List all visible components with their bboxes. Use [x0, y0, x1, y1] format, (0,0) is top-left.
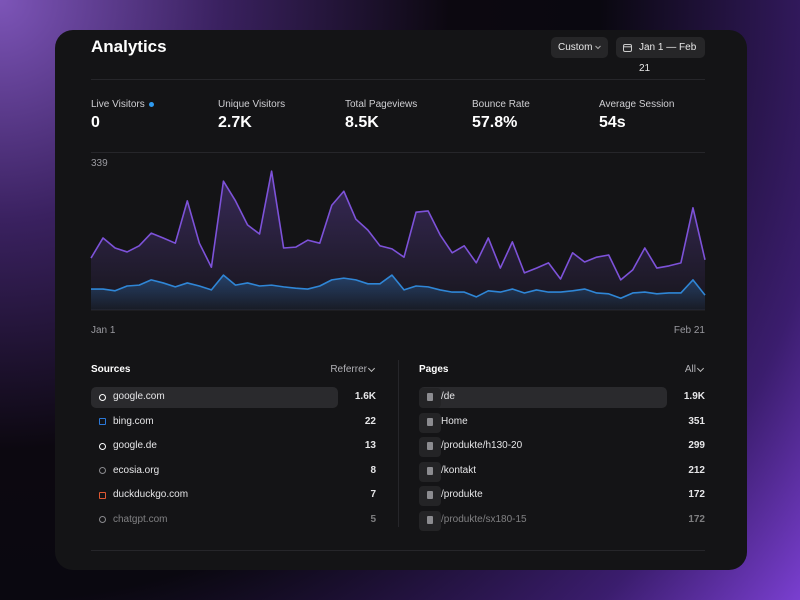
row-icon — [427, 442, 433, 450]
row-icon — [427, 466, 433, 475]
row-icon — [99, 442, 106, 450]
row-icon — [427, 417, 433, 426]
row-value: 5 — [370, 513, 376, 525]
row-value: 212 — [688, 464, 705, 476]
stat-label: Average Session — [599, 99, 675, 110]
series-line — [90, 170, 706, 281]
stat-value: 57.8% — [472, 114, 518, 131]
row-icon — [99, 393, 106, 401]
row-value: 172 — [688, 513, 705, 525]
row-value: 299 — [688, 440, 705, 451]
divider — [91, 152, 705, 153]
row-value: 1.9K — [683, 391, 705, 402]
calendar-icon — [623, 44, 632, 52]
divider — [91, 79, 705, 80]
stat-value: 54s — [599, 114, 626, 131]
divider — [91, 550, 705, 551]
title: Analytics — [91, 37, 167, 56]
date-button[interactable]: Jan 1 — Feb 21 — [616, 37, 705, 74]
row-icon — [427, 515, 433, 524]
row-name[interactable]: /kontakt — [441, 464, 477, 476]
row-highlight — [91, 387, 338, 408]
area-fill — [91, 171, 705, 310]
section-title: Sources — [91, 364, 131, 375]
row-icon — [99, 418, 106, 425]
chevron — [595, 45, 601, 50]
row-icon — [99, 491, 106, 499]
stat-label: Total Pageviews — [345, 99, 418, 110]
section-title: Pages — [419, 364, 449, 375]
row-icon — [99, 467, 106, 474]
row-icon — [427, 491, 433, 499]
row-value: 7 — [370, 489, 376, 500]
row-name[interactable]: bing.com — [113, 415, 154, 427]
row-name[interactable]: chatgpt.com — [113, 513, 168, 525]
row-highlight — [419, 387, 667, 408]
row-value: 13 — [364, 440, 376, 451]
row-name[interactable]: google.de — [113, 440, 157, 451]
x-tick-label: Jan 1 — [91, 325, 116, 336]
row-name[interactable]: /de — [441, 391, 455, 402]
row-value: 172 — [688, 489, 705, 500]
row-value: 8 — [370, 464, 376, 476]
row-name[interactable]: google.com — [113, 391, 165, 402]
row-name[interactable]: /produkte/h130-20 — [441, 440, 523, 451]
y-tick-label: 339 — [91, 158, 108, 169]
x-tick-label: Feb 21 — [674, 325, 706, 336]
divider — [398, 360, 399, 527]
stat-value: 0 — [91, 114, 100, 131]
chart: 339 Jan 1 Feb 21 — [90, 158, 706, 336]
row-value: 22 — [364, 415, 376, 427]
live-dot — [149, 102, 154, 107]
stat-label: Bounce Rate — [472, 99, 530, 110]
date-label: Jan 1 — Feb 21 — [639, 42, 697, 74]
row-name[interactable]: /produkte/sx180-15 — [441, 513, 527, 525]
row-name[interactable]: ecosia.org — [113, 464, 160, 476]
row-name[interactable]: duckduckgo.com — [113, 489, 189, 500]
section-filter[interactable]: Referrer — [330, 364, 367, 375]
stat-value: 2.7K — [218, 114, 252, 131]
row-value: 351 — [688, 415, 705, 427]
row-name[interactable]: Home — [441, 415, 468, 427]
row-icon — [99, 516, 106, 523]
stat-label: Unique Visitors — [218, 99, 286, 110]
stat-value: 8.5K — [345, 114, 379, 131]
row-icon — [427, 393, 433, 401]
range-label: Custom — [558, 42, 593, 53]
range-button[interactable]: Custom — [551, 37, 608, 58]
row-name[interactable]: /produkte — [441, 489, 483, 500]
series-line — [91, 274, 706, 300]
section-filter[interactable]: All — [684, 364, 696, 375]
stat-label: Live Visitors — [91, 99, 145, 110]
row-value: 1.6K — [354, 391, 376, 402]
